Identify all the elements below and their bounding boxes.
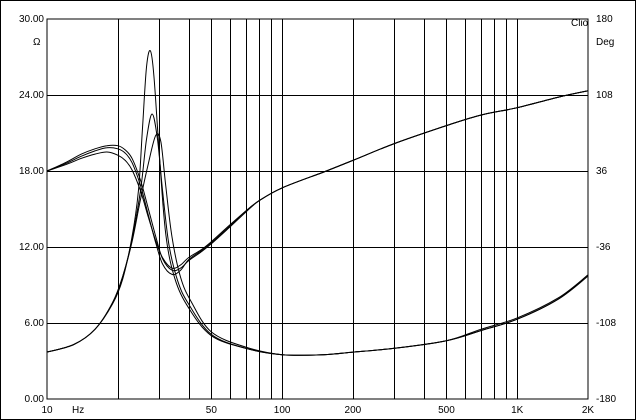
left-tick-label: 6.00 (25, 318, 45, 329)
impedance-curve-2 (46, 133, 589, 356)
left-tick-label: 18.00 (19, 166, 44, 177)
series-group (46, 49, 589, 356)
tick-labels: 0.00 6.00 12.00 18.00 24.00 30.00 -180 -108 -36 3… (19, 14, 616, 416)
left-tick-label: 12.00 (19, 242, 44, 253)
x-tick-label: 500 (438, 405, 455, 416)
left-tick-label: 0.00 (25, 394, 45, 405)
left-tick-label: 30.00 (19, 14, 44, 25)
right-tick-label: -36 (596, 242, 611, 253)
x-tick-label: 200 (345, 405, 362, 416)
x-tick-label: 10 (41, 405, 53, 416)
right-tick-label: 36 (596, 166, 608, 177)
x-tick-label: 2K (582, 405, 595, 416)
left-axis-unit: Ω (33, 37, 41, 48)
x-tick-label: 50 (206, 405, 218, 416)
brand-label: Clio (571, 18, 589, 29)
right-axis-unit: Deg (596, 37, 614, 48)
right-tick-label: 180 (596, 14, 613, 25)
x-tick-label: 100 (274, 405, 291, 416)
right-tick-label: -180 (596, 394, 616, 405)
plot-area-frame (46, 18, 589, 400)
x-tick-label: 1K (511, 405, 524, 416)
phase-curve-5 (46, 90, 589, 272)
left-tick-label: 24.00 (19, 90, 44, 101)
right-tick-label: -108 (596, 318, 616, 329)
x-axis-unit: Hz (72, 405, 84, 416)
right-tick-label: 108 (596, 90, 613, 101)
